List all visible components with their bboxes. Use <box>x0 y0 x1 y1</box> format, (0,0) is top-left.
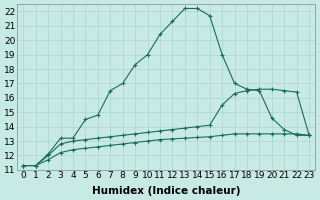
X-axis label: Humidex (Indice chaleur): Humidex (Indice chaleur) <box>92 186 240 196</box>
